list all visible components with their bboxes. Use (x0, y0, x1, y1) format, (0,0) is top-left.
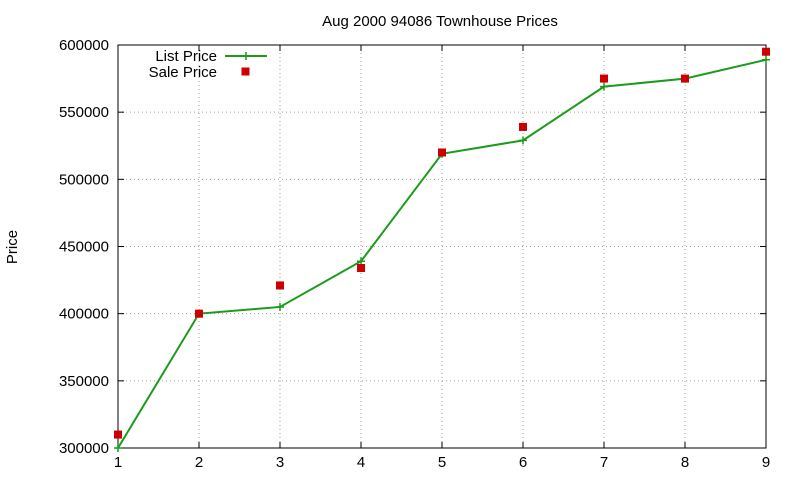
legend-label-list-price: List Price (155, 48, 217, 65)
x-tick-label: 8 (681, 454, 689, 471)
sale-price-point (438, 148, 446, 157)
series-layer (114, 47, 770, 452)
sale-price-point (114, 430, 122, 439)
chart-title: Aug 2000 94086 Townhouse Prices (322, 13, 558, 30)
sale-price-point (762, 47, 770, 56)
x-tick-label: 6 (519, 454, 527, 471)
y-tick-label: 600000 (59, 37, 109, 54)
legend-label-sale-price: Sale Price (149, 64, 217, 81)
x-tick-label: 9 (762, 454, 770, 471)
y-tick-label: 550000 (59, 104, 109, 121)
y-axis-label: Price (4, 230, 21, 264)
list-price-point (357, 257, 365, 266)
sale-price-point (519, 122, 527, 131)
grid (118, 45, 766, 448)
sale-price-point (600, 74, 608, 83)
y-tick-label: 450000 (59, 239, 109, 256)
x-tick-label: 1 (114, 454, 122, 471)
sale-price-point (681, 74, 689, 83)
y-tick-label: 400000 (59, 306, 109, 323)
list-price-point (762, 55, 770, 64)
sale-price-point (357, 263, 365, 272)
x-tick-label: 3 (276, 454, 284, 471)
y-tick-label: 500000 (59, 171, 109, 188)
list-price-point (600, 82, 608, 91)
legend-marker-list-price (242, 52, 250, 60)
sale-price-point (195, 309, 203, 318)
y-tick-label: 350000 (59, 373, 109, 390)
x-tick-label: 4 (357, 454, 365, 471)
x-tick-label: 5 (438, 454, 446, 471)
legend-marker-sale-price (241, 67, 250, 76)
x-tick-label: 2 (195, 454, 203, 471)
x-tick-label: 7 (600, 454, 608, 471)
ticks: 300000 350000 400000 450000 500000 550000 6000… (59, 37, 770, 471)
legend: List Price Sale Price (149, 48, 267, 81)
sale-price-point (276, 281, 284, 290)
list-price-point (276, 302, 284, 311)
list-price-point (114, 444, 122, 452)
list-price-point (519, 136, 527, 145)
y-tick-label: 300000 (59, 440, 109, 457)
